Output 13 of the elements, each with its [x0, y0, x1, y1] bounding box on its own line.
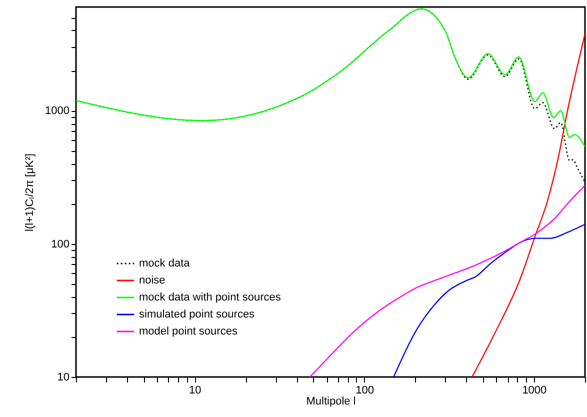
- legend-label: mock data: [139, 258, 191, 270]
- x-tick-label: 1000: [522, 384, 547, 396]
- x-tick-label: 10: [188, 384, 202, 396]
- legend-label: mock data with point sources: [139, 292, 282, 304]
- y-tick-label: 1000: [45, 105, 70, 118]
- y-axis-title: l(l+1)Cₗ/2π [μK²]: [24, 154, 36, 232]
- y-tick-label: 100: [51, 238, 70, 250]
- legend-label: simulated point sources: [139, 308, 256, 320]
- legend-label: noise: [139, 274, 166, 286]
- legend-label: model point sources: [139, 326, 238, 338]
- y-tick-label: 10: [57, 372, 70, 384]
- x-axis-title: Multipole l: [306, 396, 356, 408]
- x-tick-label: 100: [356, 384, 374, 396]
